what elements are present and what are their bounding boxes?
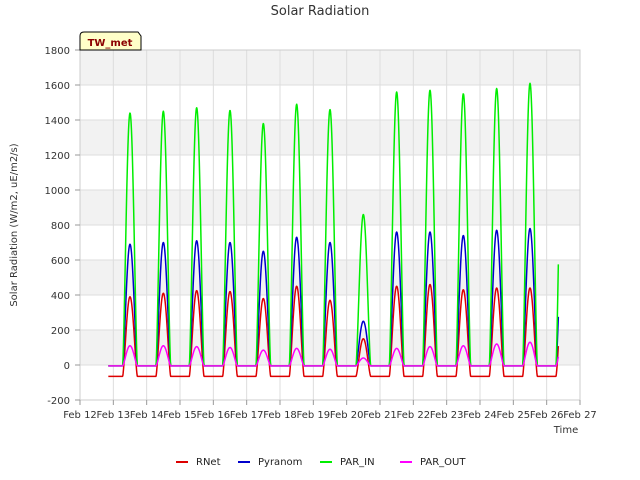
legend-label: PAR_IN [340,457,375,468]
site-badge: TW_met [79,31,142,51]
legend-label: PAR_OUT [420,457,466,468]
x-tick-label: Feb 21 [363,410,397,421]
series-lines [107,82,560,378]
x-tick-label: Feb 23 [430,410,464,421]
x-tick-label: Feb 22 [397,410,431,421]
y-tick-label: 1800 [45,46,70,57]
legend-item-pyranom: Pyranom [238,457,302,468]
y-tick-label: -200 [47,396,70,407]
legend-label: RNet [196,457,221,468]
x-tick-label: Feb 17 [230,410,264,421]
legend-item-par-in: PAR_IN [320,457,375,468]
y-tick-label: 1600 [45,81,70,92]
x-tick-label: Feb 16 [197,410,231,421]
x-tick-label: Feb 13 [97,410,131,421]
y-tick-label: 1400 [45,116,70,127]
legend: RNet Pyranom PAR_IN PAR_OUT [176,457,466,468]
series-line-rnet [107,283,560,378]
legend-label: Pyranom [258,457,302,468]
x-tick-label: Feb 15 [163,410,197,421]
y-tick-label: 400 [51,291,70,302]
series-line-par-out [107,341,560,367]
site-badge-label: TW_met [88,38,133,49]
x-tick-label: Feb 27 [563,410,597,421]
plot-band [80,50,580,85]
legend-item-par-out: PAR_OUT [400,457,466,468]
x-tick-label: Feb 12 [63,410,97,421]
y-tick-label: 1200 [45,151,70,162]
y-axis-label: Solar Radiation (W/m2, uE/m2/s) [9,143,20,306]
y-tick-label: 800 [51,221,70,232]
x-tick-label: Feb 19 [297,410,331,421]
site-badge-shape [79,31,142,51]
axes: -200 0 200 400 600 800 1000 1200 1400 1600 1800 Feb… [45,46,597,421]
x-tick-label: Feb 24 [463,410,497,421]
plot-band [80,190,580,225]
x-tick-label: Feb 20 [330,410,364,421]
x-tick-label: Feb 18 [263,410,297,421]
plot-bands [80,50,580,365]
y-tick-label: 1000 [45,186,70,197]
y-tick-label: 0 [64,361,70,372]
plot-band [80,260,580,295]
plot-band [80,330,580,365]
x-axis-label: Time [553,425,578,436]
x-tick-label: Feb 14 [130,410,164,421]
legend-item-rnet: RNet [176,457,221,468]
y-tick-label: 600 [51,256,70,267]
y-tick-label: 200 [51,326,70,337]
x-tick-label: Feb 25 [497,410,531,421]
plot-band [80,120,580,155]
chart-title: Solar Radiation [271,4,370,19]
x-tick-label: Feb 26 [530,410,564,421]
